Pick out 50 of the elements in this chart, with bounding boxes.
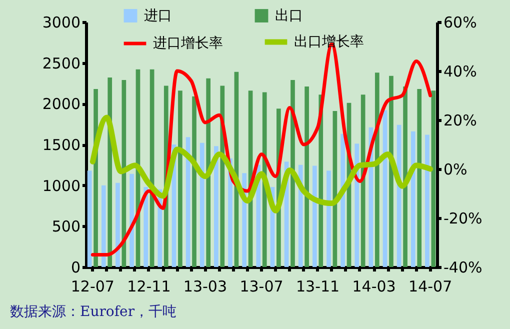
y2-tick-label: 20% xyxy=(444,112,477,130)
y-tick-label: 3000 xyxy=(42,14,80,32)
bar xyxy=(389,76,394,267)
y2-tick-label: 40% xyxy=(444,62,477,80)
bar xyxy=(312,166,317,267)
bar xyxy=(192,96,196,267)
bar xyxy=(101,185,106,267)
bar xyxy=(304,86,309,267)
bar xyxy=(396,124,402,267)
y-tick-label: 1500 xyxy=(42,136,80,154)
bar xyxy=(326,170,331,267)
bar xyxy=(417,88,422,267)
bar xyxy=(122,80,126,267)
bar xyxy=(130,174,134,267)
bar xyxy=(206,78,211,267)
bar xyxy=(116,182,120,267)
y2-tick-label: -20% xyxy=(444,210,482,228)
y-tick-label: 1000 xyxy=(42,176,80,195)
legend-label: 出口增长率 xyxy=(294,34,364,50)
x-tick-label: 14-03 xyxy=(352,278,396,296)
bar xyxy=(410,131,416,267)
bar xyxy=(374,72,380,267)
bar xyxy=(178,90,182,267)
bar xyxy=(87,170,92,267)
y-tick-label: 500 xyxy=(52,218,80,236)
legend-label: 进口增长率 xyxy=(153,36,223,52)
bar xyxy=(403,86,408,267)
bar xyxy=(290,80,295,267)
bar xyxy=(200,142,204,267)
y-tick-label: 0 xyxy=(70,258,80,276)
bar xyxy=(340,134,345,267)
legend-label: 进口 xyxy=(144,8,172,24)
y2-tick-label: 0% xyxy=(444,160,468,178)
legend-label: 出口 xyxy=(275,8,303,24)
x-tick-label: 14-07 xyxy=(408,278,452,296)
y2-tick-label: -40% xyxy=(444,258,482,276)
y2-tick-label: 60% xyxy=(444,14,477,32)
bar xyxy=(425,134,430,267)
x-tick-label: 13-03 xyxy=(183,278,228,296)
y-tick-label: 2000 xyxy=(42,95,80,114)
source-note: 数据来源：Eurofer，千吨 xyxy=(10,304,177,320)
x-tick-label: 12-11 xyxy=(127,278,171,296)
y-tick-label: 2500 xyxy=(42,54,80,72)
x-tick-label: 13-07 xyxy=(240,278,284,296)
bar xyxy=(431,90,436,267)
x-tick-label: 12-07 xyxy=(70,278,114,296)
x-tick-label: 13-11 xyxy=(296,278,340,296)
bar xyxy=(144,186,148,267)
bar xyxy=(360,94,366,267)
bar xyxy=(214,146,218,267)
